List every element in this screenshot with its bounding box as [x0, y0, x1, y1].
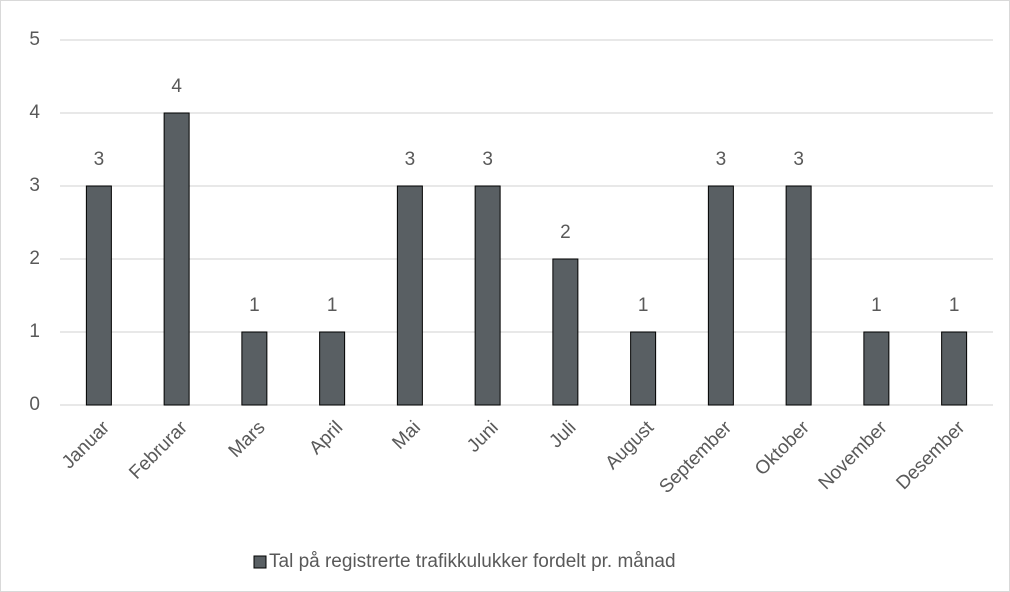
data-label: 1: [249, 295, 260, 316]
legend-swatch: [253, 555, 267, 569]
bar: [396, 185, 423, 406]
data-label: 3: [482, 149, 493, 170]
bar: [552, 258, 579, 406]
data-label: 4: [171, 76, 182, 97]
data-label: 1: [871, 295, 882, 316]
data-label: 3: [716, 149, 727, 170]
y-tick-label: 3: [29, 175, 40, 196]
y-tick-label: 1: [29, 321, 40, 342]
y-tick-label: 4: [29, 102, 40, 123]
legend-label: Tal på registrerte trafikkulukker fordel…: [269, 551, 676, 572]
bar: [163, 112, 190, 406]
bar: [941, 331, 968, 406]
bar: [630, 331, 657, 406]
y-tick-label: 5: [29, 29, 40, 50]
bar: [707, 185, 734, 406]
bar: [785, 185, 812, 406]
data-label: 1: [949, 295, 960, 316]
y-tick-label: 0: [29, 394, 40, 415]
data-label: 3: [793, 149, 804, 170]
data-label: 3: [405, 149, 416, 170]
y-tick-label: 2: [29, 248, 40, 269]
data-label: 2: [560, 222, 571, 243]
bar: [241, 331, 268, 406]
bar: [85, 185, 112, 406]
bar: [863, 331, 890, 406]
bar: [474, 185, 501, 406]
data-label: 1: [327, 295, 338, 316]
data-label: 3: [94, 149, 105, 170]
data-label: 1: [638, 295, 649, 316]
bar: [319, 331, 346, 406]
